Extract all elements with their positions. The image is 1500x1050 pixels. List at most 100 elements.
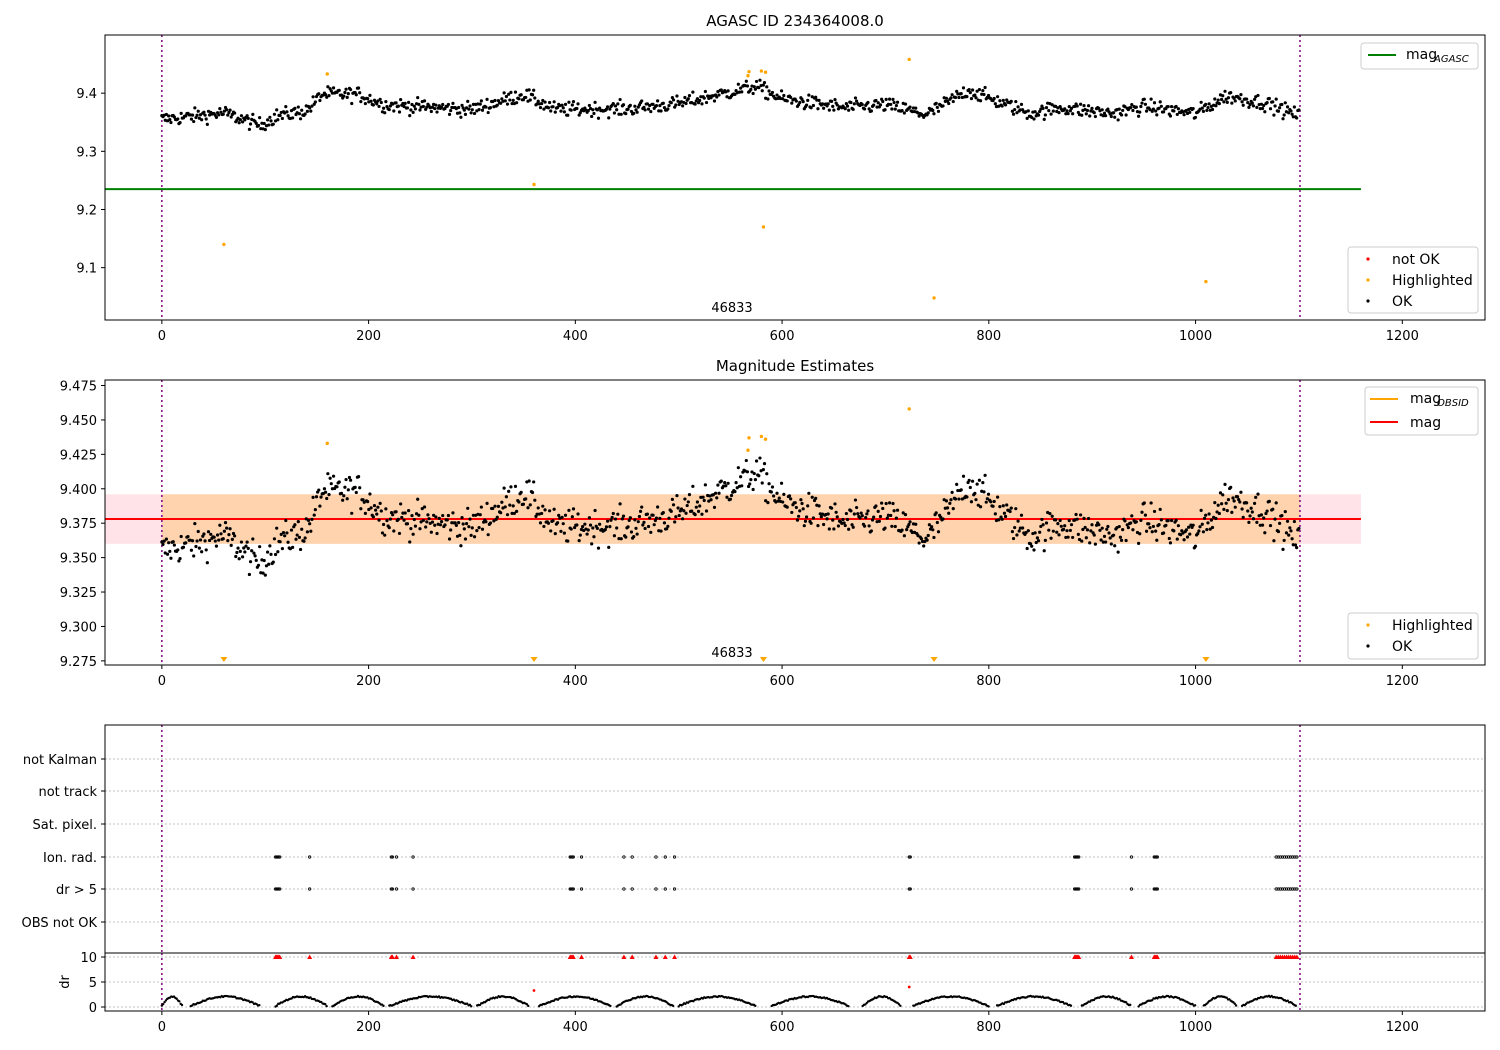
ok-point — [1036, 539, 1041, 543]
ok-point — [326, 472, 330, 476]
ok-point — [829, 99, 834, 103]
ok-point — [570, 515, 574, 519]
ok-point — [1035, 536, 1040, 540]
highlighted-below-range-marker — [759, 657, 767, 662]
ok-point — [970, 88, 975, 92]
ok-point — [337, 480, 341, 484]
ok-point — [1216, 503, 1220, 507]
ok-point — [1280, 102, 1284, 107]
ok-point — [189, 548, 194, 552]
x-tick-label: 600 — [770, 674, 795, 689]
ok-point — [833, 502, 837, 506]
ok-point — [717, 491, 721, 495]
ok-point — [965, 95, 969, 99]
ok-point — [212, 535, 216, 539]
dr-capped-marker — [394, 954, 400, 959]
ok-point — [462, 108, 466, 112]
ok-point — [383, 111, 387, 115]
flag-row-label: Ion. rad. — [43, 851, 97, 866]
ok-point — [532, 88, 536, 92]
y-tick-label: 9.400 — [60, 483, 97, 498]
ok-point — [297, 535, 302, 540]
ok-point — [890, 107, 894, 111]
ok-point — [956, 488, 960, 493]
ok-point — [826, 102, 830, 106]
ok-point — [253, 554, 257, 558]
ok-point — [425, 520, 429, 524]
ok-point — [592, 111, 596, 116]
y-tick-label: 9.1 — [76, 262, 97, 277]
ok-point — [892, 509, 896, 513]
ok-point — [590, 542, 594, 546]
ok-point — [1293, 543, 1298, 547]
ok-point — [739, 86, 743, 90]
ok-point — [172, 543, 176, 547]
ok-point — [1080, 539, 1084, 543]
dr-point — [609, 1004, 612, 1008]
ok-point — [1213, 97, 1217, 101]
ok-point — [354, 490, 358, 495]
ok-point — [354, 93, 358, 97]
ok-point — [1230, 101, 1234, 105]
ok-point — [1061, 527, 1066, 531]
ok-point — [459, 544, 463, 548]
highlighted-point — [907, 407, 911, 411]
ok-point — [229, 543, 233, 547]
ok-point — [405, 522, 410, 526]
ok-point — [724, 484, 728, 488]
ok-point — [607, 116, 611, 120]
ok-point — [605, 519, 610, 523]
ok-point — [765, 85, 769, 89]
ok-point — [502, 486, 506, 490]
ok-point — [1104, 540, 1108, 544]
ok-point — [295, 533, 299, 537]
ok-point — [1285, 519, 1290, 523]
ok-point — [753, 87, 758, 91]
ok-point — [561, 106, 565, 110]
ok-point — [377, 518, 381, 522]
ok-point — [1137, 541, 1141, 545]
ok-point — [171, 540, 175, 544]
highlighted-point — [747, 69, 751, 74]
ok-point — [843, 523, 847, 528]
ok-point — [750, 470, 754, 474]
ok-point — [1039, 524, 1043, 529]
ok-point — [468, 104, 472, 108]
ok-point — [1179, 533, 1183, 537]
ok-point — [1152, 509, 1157, 514]
ok-point — [271, 560, 275, 564]
ok-point — [886, 102, 891, 106]
ok-point — [1043, 113, 1047, 117]
ok-point — [719, 479, 723, 483]
ok-point — [1013, 525, 1017, 530]
ok-point — [412, 104, 416, 108]
ok-point — [832, 527, 836, 531]
ok-point — [982, 92, 986, 97]
dr-capped-marker — [570, 954, 576, 959]
ok-point — [1016, 105, 1020, 109]
ok-point — [454, 523, 458, 527]
ok-point — [375, 102, 379, 106]
ok-point — [570, 103, 574, 107]
ok-point — [278, 113, 282, 118]
ok-point — [293, 523, 297, 527]
ok-point — [878, 103, 883, 107]
ok-point — [298, 117, 303, 121]
ok-point — [894, 103, 899, 108]
ok-point — [801, 507, 805, 511]
dr-capped-marker — [672, 954, 678, 959]
ok-point — [1088, 541, 1092, 545]
ok-point — [1176, 524, 1181, 528]
ok-point — [1273, 104, 1277, 108]
ok-point — [226, 539, 230, 543]
ok-point — [453, 521, 457, 525]
legend-ok-marker — [1366, 299, 1370, 303]
ok-point — [196, 529, 200, 534]
ok-point — [967, 478, 971, 482]
ok-point — [1079, 513, 1083, 517]
ok-point — [779, 481, 784, 485]
ok-point — [244, 544, 248, 548]
ok-point — [495, 515, 499, 519]
dr-point — [175, 997, 178, 1000]
ok-point — [1271, 100, 1275, 104]
